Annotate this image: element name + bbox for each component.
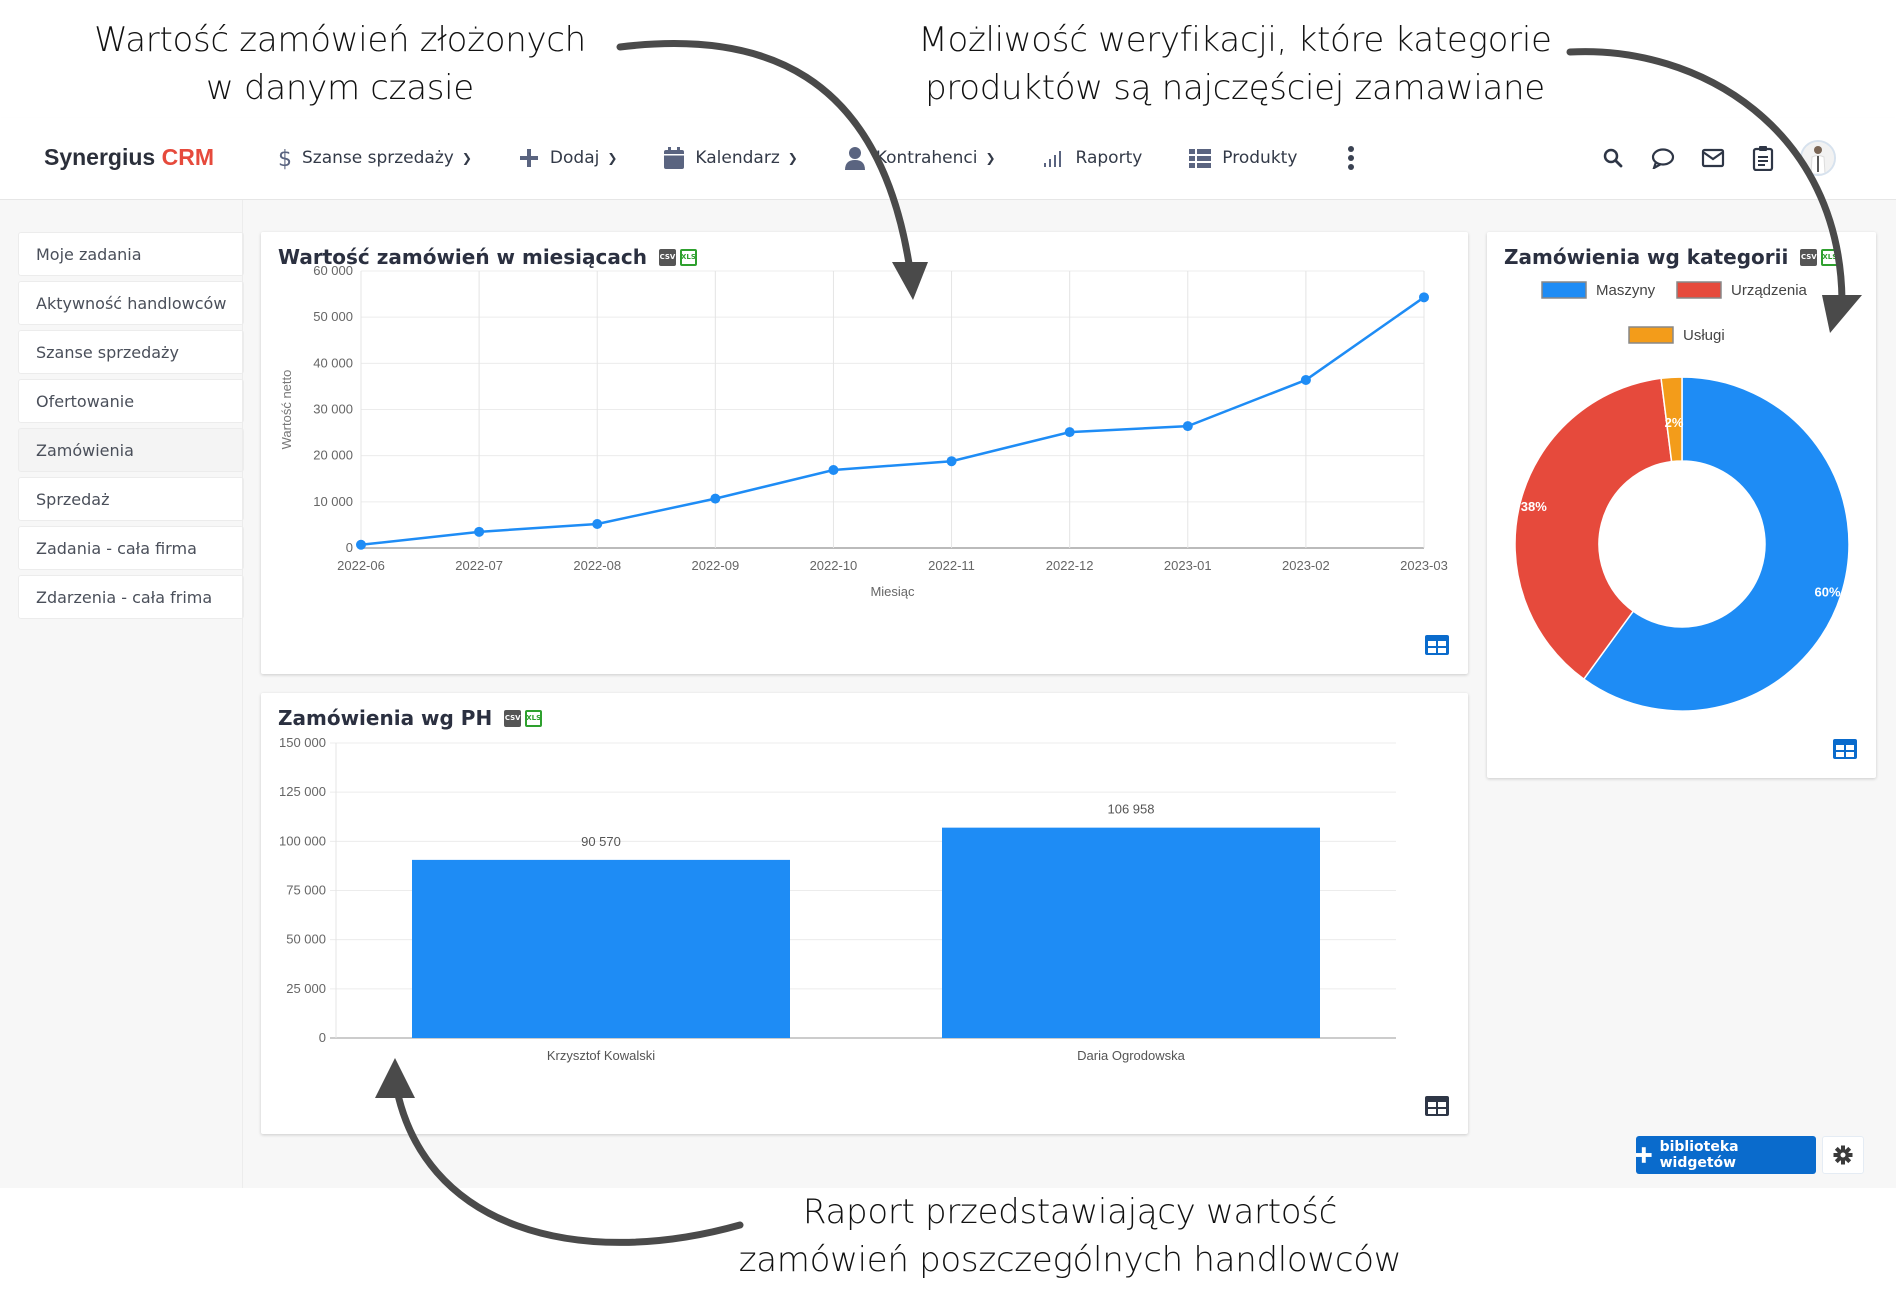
svg-text:0: 0 [319, 1030, 326, 1045]
svg-text:2022-11: 2022-11 [928, 558, 975, 573]
svg-text:Miesiąc: Miesiąc [870, 584, 915, 599]
svg-text:2023-02: 2023-02 [1282, 558, 1330, 573]
svg-text:20 000: 20 000 [313, 448, 353, 463]
svg-text:2022-08: 2022-08 [573, 558, 621, 573]
user-icon [844, 147, 865, 170]
chevron-down-icon: ❯ [607, 151, 618, 165]
svg-text:2%: 2% [1665, 415, 1684, 430]
svg-text:0: 0 [346, 540, 353, 555]
svg-text:90 570: 90 570 [581, 834, 621, 849]
svg-text:Usługi: Usługi [1683, 327, 1725, 344]
plus-icon [519, 149, 538, 167]
sidebar-divider [242, 200, 243, 1188]
widget-library-button[interactable]: biblioteka widgetów [1636, 1136, 1816, 1174]
svg-text:Urządzenia: Urządzenia [1731, 282, 1808, 299]
widget-orders-by-salesperson: Zamówienia wg PH CSV XLS 0 25 000 50 000 75… [261, 693, 1468, 1134]
svg-text:$: $ [278, 147, 292, 170]
svg-text:50 000: 50 000 [313, 309, 353, 324]
export-xls-icon[interactable]: XLS [1821, 248, 1839, 266]
line-chart: 0 10 000 20 000 30 000 40 000 50 000 60 000 202… [279, 263, 1448, 599]
svg-text:Maszyny: Maszyny [1596, 282, 1656, 299]
widget-title: Zamówienia wg PH CSV XLS [278, 706, 543, 730]
sidebar-item-zadania-cala-firma[interactable]: Zadania - cała firma [18, 526, 244, 570]
svg-text:106 958: 106 958 [1108, 802, 1155, 817]
top-navigation-bar: Synergius CRM $ Szanse sprzedaży ❯ Dodaj… [0, 118, 1896, 200]
svg-text:Krzysztof Kowalski: Krzysztof Kowalski [547, 1048, 655, 1063]
chat-icon[interactable] [1650, 145, 1676, 171]
user-avatar[interactable] [1800, 140, 1836, 176]
sidebar-item-aktywnosc-handlowcow[interactable]: Aktywność handlowców [18, 281, 244, 325]
svg-text:60 000: 60 000 [313, 263, 353, 278]
table-view-icon[interactable] [1424, 1095, 1450, 1117]
svg-text:150 000: 150 000 [279, 735, 326, 750]
donut-chart: Maszyny Urządzenia Usługi 60% 38% 2% [1514, 281, 1850, 712]
brand-logo[interactable]: Synergius CRM [44, 144, 214, 170]
mail-icon[interactable] [1700, 145, 1726, 171]
more-menu-icon[interactable] [1347, 146, 1355, 170]
chevron-down-icon: ❯ [461, 151, 472, 165]
svg-text:40 000: 40 000 [313, 355, 353, 370]
svg-text:2022-06: 2022-06 [337, 558, 385, 573]
export-csv-icon[interactable]: CSV [504, 709, 522, 727]
nav-raporty[interactable]: Raporty [1042, 148, 1142, 168]
search-icon[interactable] [1600, 145, 1626, 171]
nav-szanse-sprzedazy[interactable]: $ Szanse sprzedaży ❯ [278, 147, 472, 170]
svg-text:2023-01: 2023-01 [1164, 558, 1212, 573]
clipboard-icon[interactable] [1750, 145, 1776, 171]
svg-text:2023-03: 2023-03 [1400, 558, 1448, 573]
table-view-icon[interactable] [1424, 634, 1450, 656]
export-xls-icon[interactable]: XLS [525, 709, 543, 727]
sidebar-item-ofertowanie[interactable]: Ofertowanie [18, 379, 244, 423]
svg-text:Daria Ogrodowska: Daria Ogrodowska [1077, 1048, 1185, 1063]
svg-text:75 000: 75 000 [286, 883, 326, 898]
svg-text:25 000: 25 000 [286, 981, 326, 996]
sidebar-item-sprzedaz[interactable]: Sprzedaż [18, 477, 244, 521]
svg-text:10 000: 10 000 [313, 494, 353, 509]
nav-kontrahenci[interactable]: Kontrahenci ❯ [844, 146, 996, 170]
svg-text:2022-10: 2022-10 [810, 558, 858, 573]
sidebar-item-moje-zadania[interactable]: Moje zadania [18, 232, 244, 276]
header-actions [1600, 140, 1836, 176]
svg-text:2022-07: 2022-07 [455, 558, 503, 573]
nav-dodaj[interactable]: Dodaj ❯ [518, 147, 618, 169]
table-view-icon[interactable] [1832, 738, 1858, 760]
widget-title: Zamówienia wg kategorii CSV XLS [1504, 245, 1839, 269]
sidebar-item-szanse-sprzedazy[interactable]: Szanse sprzedaży [18, 330, 244, 374]
export-csv-icon[interactable]: CSV [1800, 248, 1818, 266]
annotation-order-value-over-time: Wartość zamówień złożonych w danym czasi… [94, 20, 586, 108]
svg-text:30 000: 30 000 [313, 402, 353, 417]
gear-icon [1833, 1145, 1853, 1165]
sidebar: Moje zadania Aktywność handlowców Szanse… [18, 232, 244, 624]
svg-text:Wartość netto: Wartość netto [279, 370, 294, 450]
sidebar-item-zdarzenia-cala-firma[interactable]: Zdarzenia - cała frima [18, 575, 244, 619]
svg-text:50 000: 50 000 [286, 932, 326, 947]
dollar-icon: $ [278, 147, 292, 170]
chevron-down-icon: ❯ [787, 151, 798, 165]
svg-text:2022-12: 2022-12 [1046, 558, 1094, 573]
nav-produkty[interactable]: Produkty [1188, 147, 1297, 169]
dashboard-settings-button[interactable] [1822, 1136, 1864, 1174]
plus-icon [1636, 1147, 1652, 1163]
main-nav: $ Szanse sprzedaży ❯ Dodaj ❯ Kalendarz ❯… [276, 138, 1355, 178]
widget-orders-by-category: Zamówienia wg kategorii CSV XLS Maszyny U… [1487, 232, 1876, 778]
svg-text:60%: 60% [1814, 584, 1840, 599]
svg-text:100 000: 100 000 [279, 833, 326, 848]
bar-signal-icon [1043, 151, 1061, 167]
svg-text:125 000: 125 000 [279, 784, 326, 799]
list-icon [1189, 149, 1212, 168]
svg-text:38%: 38% [1521, 499, 1547, 514]
annotation-category-verification: Możliwość weryfikacji, które kategorie p… [918, 20, 1552, 108]
calendar-icon [664, 147, 685, 169]
nav-kalendarz[interactable]: Kalendarz ❯ [663, 146, 798, 170]
bar-chart: 0 25 000 50 000 75 000 100 000 125 000 150 000… [279, 735, 1396, 1063]
annotation-salesperson-report: Raport przedstawiający wartość zamówień … [738, 1192, 1402, 1280]
svg-text:2022-09: 2022-09 [691, 558, 739, 573]
chevron-down-icon: ❯ [985, 151, 996, 165]
sidebar-item-zamowienia[interactable]: Zamówienia [18, 428, 244, 472]
